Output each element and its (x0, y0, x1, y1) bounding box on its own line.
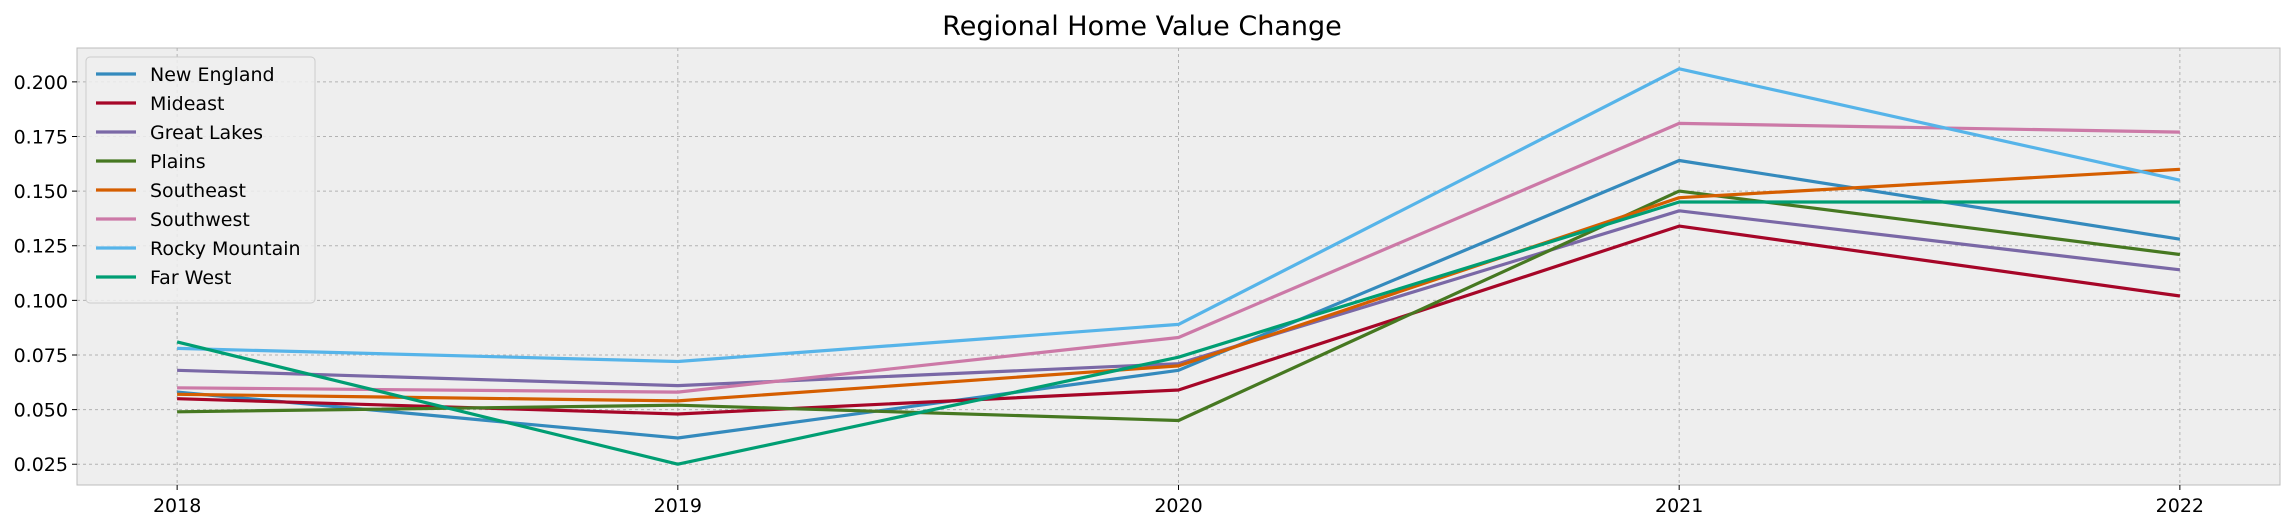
legend: New England Mideast Great Lakes Plains South… (85, 56, 316, 304)
x-axis-ticks: 2018 2019 2020 2021 2022 (153, 485, 2204, 517)
legend-frame (85, 56, 316, 304)
series-line-far-west (176, 200, 2180, 466)
legend-label: New England (150, 64, 275, 86)
legend-label: Southwest (150, 209, 250, 231)
series-line-southeast (177, 167, 2180, 403)
y-tick-label: 0.075 (14, 345, 68, 367)
legend-label: Rocky Mountain (150, 238, 301, 260)
legend-label: Southeast (150, 180, 246, 202)
series-lines (176, 67, 2181, 466)
y-tick-label: 0.200 (14, 72, 68, 94)
y-tick-label: 0.175 (14, 126, 68, 148)
series-line-southwest (177, 121, 2180, 394)
series-line-great-lakes (177, 209, 2181, 388)
x-tick-label: 2018 (153, 495, 201, 517)
y-tick-label: 0.150 (14, 181, 68, 203)
x-tick-label: 2021 (1655, 495, 1703, 517)
y-tick-label: 0.050 (14, 400, 68, 422)
y-tick-label: 0.125 (14, 236, 68, 258)
legend-label: Far West (150, 267, 231, 289)
series-line-rocky-mountain (177, 67, 2181, 364)
y-axis-ticks: 0.025 0.050 0.075 0.100 0.125 0.150 0.175 0.200 (14, 72, 77, 476)
y-tick-label: 0.100 (14, 290, 68, 312)
series-line-plains (177, 189, 2181, 423)
legend-label: Mideast (150, 93, 224, 115)
y-tick-label: 0.025 (14, 454, 68, 476)
legend-label: Plains (150, 151, 206, 173)
chart-title: Regional Home Value Change (942, 11, 1341, 42)
x-tick-label: 2020 (1154, 495, 1202, 517)
x-tick-label: 2019 (654, 495, 702, 517)
legend-label: Great Lakes (150, 122, 263, 144)
x-tick-label: 2022 (2156, 495, 2204, 517)
